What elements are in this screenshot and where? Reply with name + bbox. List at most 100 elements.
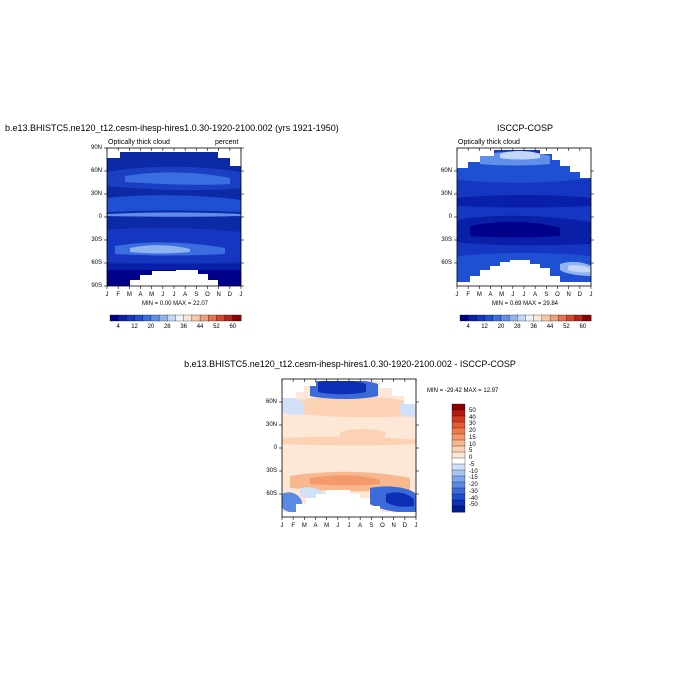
y-tick-label: 0: [448, 214, 452, 220]
x-tick-label: M: [476, 292, 482, 298]
panel1-mask-north: [107, 148, 241, 166]
panel3-band-eq: [282, 436, 416, 446]
panel1-left-label: Optically thick cloud: [108, 139, 170, 146]
panel2-stats: MIN = 0.69 MAX = 29.84: [491, 301, 559, 307]
panel1-band-trop: [107, 195, 241, 212]
colorbar-swatch: [451, 493, 466, 501]
panel3-y-ticks: [279, 401, 419, 495]
colorbar-label: 10: [469, 441, 476, 448]
colorbar-label: 20: [147, 324, 155, 330]
colorbar-label: 15: [469, 434, 476, 441]
colorbar-swatch: [451, 409, 466, 417]
x-tick-label: F: [291, 523, 295, 529]
colorbar-swatch: [451, 469, 466, 477]
colorbar-swatch: [451, 415, 466, 423]
panel1-stats: MIN = 0.00 MAX = 22.07: [141, 301, 209, 307]
y-tick-label: 30N: [90, 191, 102, 197]
y-tick-label: 0: [273, 445, 277, 451]
panel2-mask-north: [457, 148, 591, 178]
x-tick-label: J: [522, 292, 526, 298]
colorbar-label: 44: [196, 324, 204, 330]
colorbar-label: -10: [469, 468, 478, 475]
x-tick-label: D: [227, 292, 232, 298]
x-tick-label: F: [116, 292, 120, 298]
panel1-mask-north2: [107, 148, 120, 158]
x-tick-label: A: [138, 292, 143, 298]
x-tick-label: J: [347, 523, 351, 529]
x-tick-label: J: [589, 292, 593, 298]
colorbar-swatch: [451, 451, 466, 459]
colorbar-swatch: [451, 505, 466, 513]
x-tick-label: N: [566, 292, 571, 298]
colorbar-label: -40: [469, 495, 478, 502]
panel3-stats: MIN = -29.42 MAX = 12.97: [427, 388, 499, 394]
y-tick-label: 60S: [266, 491, 277, 497]
y-tick-label: 30S: [91, 237, 102, 243]
y-tick-label: 60N: [90, 168, 102, 174]
colorbar-label: 20: [497, 324, 505, 330]
colorbar-swatch: [451, 445, 466, 453]
y-tick-label: 30S: [266, 468, 277, 474]
panel1-right-label: percent: [215, 139, 239, 146]
colorbar-label: 12: [481, 324, 488, 330]
panel2-band-sh-core: [470, 221, 560, 238]
panel1-x-ticks: [106, 148, 242, 289]
colorbar-swatch: [451, 427, 466, 435]
panel3-band-mid: [340, 429, 385, 440]
colorbar-label: 28: [163, 324, 171, 330]
panel3-band-south-warm2: [310, 475, 380, 486]
colorbar-label: -30: [469, 488, 478, 495]
x-tick-label: M: [149, 292, 155, 298]
panel2-left-label: Optically thick cloud: [458, 139, 520, 146]
colorbar-label: 12: [131, 324, 138, 330]
x-tick-label: M: [301, 523, 307, 529]
panel1-band-eq: [107, 212, 241, 217]
x-tick-label: J: [172, 292, 176, 298]
x-tick-label: A: [313, 523, 318, 529]
colorbar-swatch: [451, 499, 466, 507]
colorbar-label: 50: [469, 407, 476, 414]
x-tick-label: N: [391, 523, 396, 529]
x-tick-label: S: [369, 523, 374, 529]
colorbar-label: 40: [469, 414, 476, 421]
colorbar-label: 30: [469, 421, 476, 428]
colorbar-label: -15: [469, 475, 478, 482]
x-tick-label: M: [499, 292, 505, 298]
panel3-cold-nw: [282, 397, 304, 415]
colorbar-swatch: [451, 421, 466, 429]
colorbar-label: -20: [469, 482, 478, 488]
x-tick-label: N: [216, 292, 221, 298]
colorbar-swatch: [582, 314, 592, 322]
x-tick-label: F: [466, 292, 470, 298]
panel2-band-south-lighter: [568, 265, 590, 273]
x-tick-label: J: [239, 292, 243, 298]
panel3-mask-north: [282, 379, 416, 404]
colorbar-swatch: [451, 481, 466, 489]
panel1-y-ticks: [104, 147, 244, 287]
y-tick-label: 60S: [441, 260, 452, 266]
y-tick-label: 60S: [91, 260, 102, 266]
panel2-mask-south: [457, 260, 591, 286]
colorbar-swatch: [451, 475, 466, 483]
y-tick-label: 90S: [91, 283, 102, 289]
colorbar-label: 36: [530, 324, 538, 330]
x-tick-label: J: [414, 523, 418, 529]
panel2-x-ticks: [456, 148, 592, 289]
panel1-band-sh3: [130, 245, 190, 254]
colorbar-swatch: [451, 439, 466, 447]
colorbar-label: -50: [469, 502, 478, 509]
panel1-mask-south: [130, 270, 218, 286]
x-tick-label: O: [205, 292, 210, 298]
colorbar-swatch: [451, 487, 466, 495]
panel3-x-ticks: [281, 379, 417, 520]
x-tick-label: A: [183, 292, 188, 298]
colorbar-label: 52: [213, 324, 220, 330]
panel3-title: b.e13.BHISTC5.ne120_t12.cesm-ihesp-hires…: [184, 359, 516, 369]
y-tick-label: 30S: [441, 237, 452, 243]
colorbar-label: 20: [469, 428, 476, 434]
y-tick-label: 60N: [440, 168, 452, 174]
